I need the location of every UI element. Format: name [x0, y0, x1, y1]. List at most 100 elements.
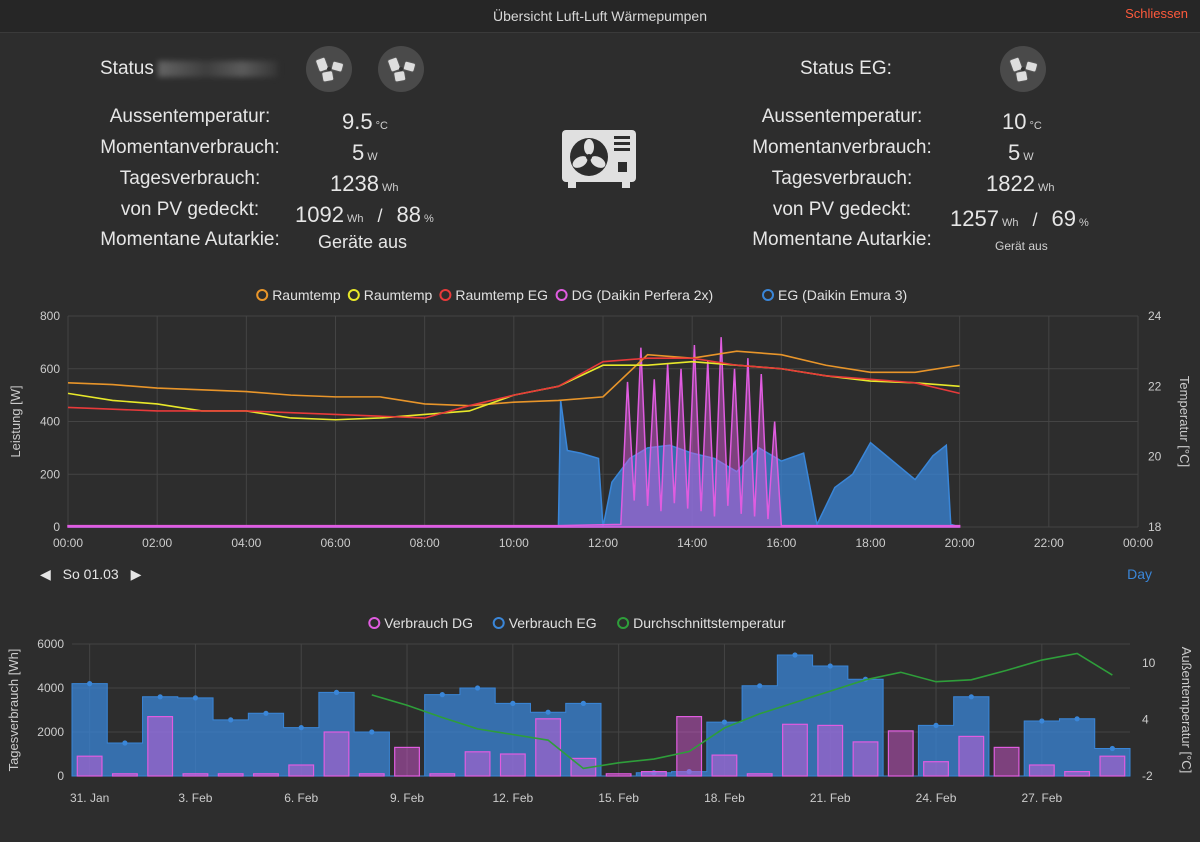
dg-bar: [923, 761, 949, 777]
y2-tick-label: 10: [1142, 656, 1156, 670]
dg-bar: [993, 746, 1020, 777]
next-day-button[interactable]: ▶: [130, 566, 142, 582]
x-tick-label: 15. Feb: [598, 791, 639, 805]
fan-icon[interactable]: [378, 46, 424, 92]
series-eg-area: [68, 400, 960, 528]
y2-axis-label: Temperatur [°C]: [1177, 376, 1192, 467]
x-tick-label: 02:00: [142, 536, 172, 550]
status-title-text: Status: [100, 58, 154, 79]
x-tick-label: 12. Feb: [492, 791, 533, 805]
eg-point: [439, 692, 445, 698]
label-tagesverbrauch: Tagesverbrauch:: [119, 168, 261, 189]
y-axis-label: Tagesverbrauch [Wh]: [6, 649, 21, 772]
label-aussentemperatur: Aussentemperatur:: [109, 106, 271, 127]
period-selector[interactable]: Day: [1127, 566, 1152, 582]
eg-point: [686, 769, 692, 775]
separator: /: [1032, 210, 1038, 230]
fan-icon[interactable]: [1000, 46, 1046, 92]
dg-bar: [1099, 755, 1126, 777]
x-tick-label: 18:00: [855, 536, 885, 550]
pv-unit: Wh: [346, 213, 364, 225]
window-title: Übersicht Luft-Luft Wärmepumpen: [493, 8, 707, 24]
legend-marker: [439, 289, 452, 301]
x-tick-label: 9. Feb: [390, 791, 424, 805]
series-temperature-line: [371, 652, 1113, 770]
eg-point: [298, 725, 304, 731]
daily-value: 1238: [330, 171, 379, 196]
x-tick-label: 14:00: [677, 536, 707, 550]
x-tick-label: 22:00: [1034, 536, 1064, 550]
fan-icon[interactable]: [306, 46, 352, 92]
separator: /: [377, 206, 383, 226]
dg-bar: [394, 746, 420, 777]
temp-value: 9.5: [342, 109, 373, 134]
close-button[interactable]: Schliessen: [1125, 6, 1188, 21]
temp-unit: °C: [375, 120, 388, 132]
dg-bar: [887, 730, 914, 777]
daily-unit: Wh: [381, 182, 399, 194]
label-pv-gedeckt: von PV gedeckt:: [120, 199, 260, 220]
eg-point: [369, 729, 375, 735]
eg-point: [933, 722, 939, 728]
dg-bar: [817, 724, 844, 777]
y-tick-label: 6000: [37, 637, 64, 651]
y2-tick-label: 20: [1148, 450, 1162, 464]
x-tick-label: 00:00: [1123, 536, 1153, 550]
eg-point: [1039, 718, 1045, 724]
prev-day-button[interactable]: ◀: [40, 566, 51, 582]
label-tagesverbrauch: Tagesverbrauch:: [771, 168, 913, 189]
power-value: 5: [352, 140, 365, 165]
y-tick-label: 800: [40, 309, 60, 323]
value-aussentemperatur: 9.5 °C: [342, 109, 388, 135]
eg-point: [510, 700, 516, 706]
value-pv-gedeckt: 1092 Wh / 88%: [295, 202, 434, 228]
y-tick-label: 2000: [37, 725, 64, 739]
status-title: Status: [100, 58, 278, 80]
dg-bar: [605, 773, 632, 777]
dg-bar: [746, 773, 773, 777]
x-tick-label: 21. Feb: [810, 791, 851, 805]
x-tick-label: 08:00: [410, 536, 440, 550]
legend-label: DG (Daikin Perfera 2x): [572, 287, 714, 303]
dg-bar: [852, 741, 879, 777]
eg-point: [87, 681, 93, 687]
y2-tick-label: 18: [1148, 520, 1162, 534]
dg-bar: [958, 735, 985, 777]
legend-label: Verbrauch EG: [509, 615, 597, 631]
x-tick-label: 16:00: [766, 536, 796, 550]
title-bar: Übersicht Luft-Luft Wärmepumpen Schliess…: [0, 0, 1200, 33]
pv-percent: 88: [396, 202, 421, 227]
y2-axis-label: Außentemperatur [°C]: [1179, 647, 1194, 774]
y-tick-label: 600: [40, 362, 60, 376]
dg-bar: [464, 751, 491, 777]
eg-point: [1109, 745, 1115, 752]
label-momentanverbrauch: Momentanverbrauch:: [752, 137, 932, 158]
eg-point: [792, 652, 798, 658]
legend-label: Raumtemp: [272, 287, 341, 303]
label-autarkie: Momentane Autarkie:: [752, 229, 932, 250]
dg-bar: [253, 773, 279, 777]
power-temperature-chart: Raumtemp Raumtemp Raumtemp EG DG (Daikin Pe…: [8, 287, 1192, 550]
y-tick-label: 4000: [37, 681, 64, 695]
temp-value: 10: [1002, 109, 1027, 134]
x-tick-label: 12:00: [588, 536, 618, 550]
y2-tick-label: 4: [1142, 712, 1149, 726]
value-autarkie: Geräte aus: [318, 232, 408, 252]
dg-bar: [288, 764, 315, 777]
eg-point: [192, 695, 199, 701]
y-axis-label: Leistung [W]: [8, 385, 23, 457]
daily-unit: Wh: [1037, 182, 1055, 194]
x-tick-label: 04:00: [231, 536, 261, 550]
label-pv-gedeckt: von PV gedeckt:: [772, 199, 912, 220]
pv-unit: Wh: [1001, 217, 1019, 229]
daily-value: 1822: [986, 171, 1035, 196]
eg-point: [545, 709, 551, 715]
eg-point: [474, 685, 481, 691]
eg-point: [333, 689, 340, 695]
dg-bar: [782, 723, 808, 777]
legend-marker: [368, 617, 381, 629]
eg-point: [757, 683, 763, 689]
x-tick-label: 27. Feb: [1021, 791, 1062, 805]
x-tick-label: 06:00: [320, 536, 350, 550]
